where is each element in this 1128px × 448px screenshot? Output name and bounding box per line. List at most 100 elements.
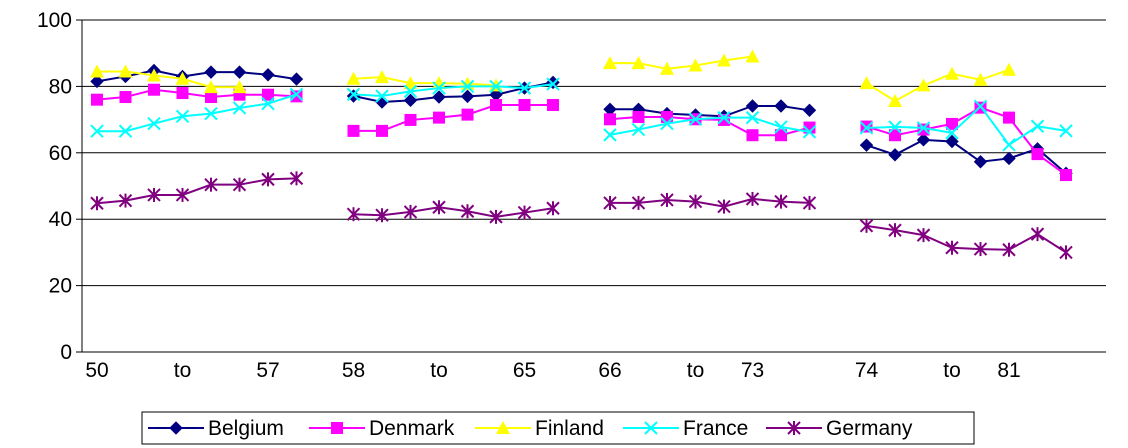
x-tick-label: 66: [598, 359, 621, 382]
data-point: [660, 116, 674, 131]
series-line: [610, 55, 753, 70]
data-point: [946, 117, 958, 130]
x-tick-label: 73: [741, 359, 764, 382]
data-point: [460, 79, 475, 94]
data-point: [289, 171, 304, 186]
data-point: [631, 122, 646, 137]
data-point: [403, 204, 418, 219]
data-point: [631, 56, 646, 70]
data-point: [546, 201, 560, 216]
data-point: [147, 68, 161, 82]
y-tick-label: 40: [49, 208, 72, 231]
data-point: [718, 113, 730, 126]
series-line: [609, 116, 810, 136]
legend-marker: [787, 421, 801, 435]
data-point: [289, 87, 304, 102]
legend: Belgium Denmark Finland France Germany: [141, 411, 975, 445]
data-point: [802, 125, 817, 139]
data-point: [432, 90, 446, 104]
series-line: [353, 83, 554, 98]
data-point: [603, 56, 617, 70]
data-point: [547, 98, 559, 111]
series-line: [97, 70, 240, 89]
legend-label: Finland: [535, 417, 604, 440]
data-point: [1030, 119, 1045, 133]
data-point: [232, 65, 247, 79]
data-point: [176, 87, 189, 100]
legend-entry-france: France: [623, 417, 748, 440]
data-point: [717, 53, 731, 67]
series-line: [353, 76, 497, 87]
series-finland: [90, 49, 1016, 108]
data-point: [175, 109, 190, 123]
data-point: [346, 71, 361, 85]
legend-marker: [496, 421, 510, 434]
series-line: [610, 197, 810, 208]
series-line: [96, 177, 297, 205]
data-point: [916, 228, 931, 243]
data-point: [403, 76, 418, 90]
data-point: [261, 172, 275, 187]
data-point: [745, 99, 760, 113]
data-point: [859, 76, 874, 90]
data-point: [688, 112, 703, 126]
data-point: [889, 129, 901, 142]
data-point: [376, 124, 388, 137]
legend-label: France: [683, 417, 748, 440]
data-point: [175, 187, 190, 202]
series-line: [97, 93, 297, 133]
data-point: [603, 128, 617, 142]
data-point: [916, 121, 931, 135]
data-point: [232, 177, 247, 192]
data-point: [632, 110, 645, 123]
x-tick-label: to: [943, 359, 961, 382]
x-tick-label: 58: [342, 359, 365, 382]
y-tick-label: 80: [49, 75, 72, 98]
legend-entry-germany: Germany: [766, 417, 913, 440]
data-point: [917, 123, 930, 136]
data-point: [461, 108, 474, 121]
data-point: [346, 89, 361, 103]
data-point: [205, 91, 217, 104]
data-point: [346, 87, 361, 102]
data-point: [888, 94, 902, 108]
data-point: [916, 78, 931, 92]
data-point: [717, 199, 731, 214]
data-point: [517, 81, 532, 95]
data-point: [802, 195, 817, 210]
data-point: [90, 196, 104, 211]
data-point: [660, 61, 674, 75]
data-point: [460, 89, 475, 104]
legend-entry-finland: Finland: [475, 417, 604, 440]
x-tick-label: to: [174, 359, 192, 382]
data-point: [1031, 148, 1044, 161]
data-point: [1059, 245, 1073, 260]
data-point: [90, 74, 104, 89]
data-point: [261, 96, 275, 111]
axes: [76, 19, 1106, 353]
data-point: [888, 223, 902, 238]
data-point: [433, 111, 445, 124]
series-france: [90, 77, 1073, 152]
data-point: [375, 89, 389, 103]
x-tick-label: to: [430, 359, 448, 382]
data-point: [518, 98, 531, 111]
data-point: [745, 110, 760, 125]
y-tick-label: 60: [49, 142, 72, 165]
data-point: [717, 110, 731, 125]
x-tick-labels: 50 to 57 58 to 65 66 to 73 74 to 81: [85, 359, 1020, 382]
legend-box: [141, 411, 975, 445]
data-point: [404, 113, 417, 126]
data-point: [945, 240, 959, 255]
data-point: [290, 90, 303, 103]
data-point: [432, 200, 446, 215]
x-tick-label: 65: [513, 359, 536, 382]
data-point: [774, 99, 788, 113]
data-point: [489, 209, 503, 224]
data-point: [802, 103, 817, 118]
data-point: [774, 194, 788, 209]
data-point: [604, 113, 616, 126]
legend-marker: [169, 421, 183, 435]
data-point: [631, 195, 646, 210]
